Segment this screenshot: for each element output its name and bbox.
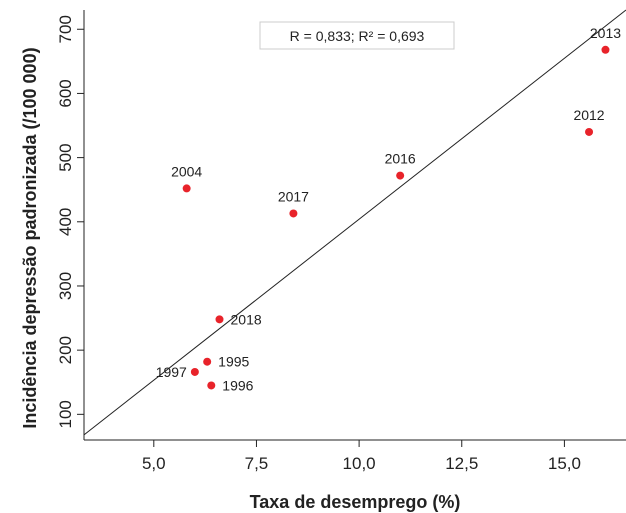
data-point [601,45,610,54]
data-point [396,171,405,180]
regression-line [83,9,626,436]
point-label: 1995 [218,354,249,370]
data-point [289,209,298,218]
y-tick-label: 600 [56,79,75,107]
data-point [215,315,224,324]
x-tick-label: 15,0 [548,454,581,473]
data-point [207,381,216,390]
data-point [182,184,191,193]
point-label: 1997 [156,364,187,380]
point-label: 2017 [278,188,309,204]
x-axis-title: Taxa de desemprego (%) [250,492,461,512]
data-point [190,367,199,376]
y-tick-label: 300 [56,272,75,300]
point-label: 2013 [590,25,621,41]
y-tick-label: 500 [56,143,75,171]
stats-box [259,21,455,50]
y-tick-label: 400 [56,208,75,236]
x-tick-label: 5,0 [142,454,166,473]
point-label: 2004 [171,163,202,179]
x-tick-label: 12,5 [445,454,478,473]
point-label: 2018 [231,311,262,327]
point-label: 1996 [222,377,253,393]
data-point [203,357,212,366]
stats-annotation: R = 0,833; R² = 0,693 [290,28,425,44]
y-tick-label: 200 [56,336,75,364]
point-label: 2016 [385,151,416,167]
y-axis-title: Incidência depressão padronizada (/100 0… [20,47,40,428]
data-point [585,127,594,136]
x-tick-label: 10,0 [343,454,376,473]
x-tick-label: 7,5 [245,454,269,473]
y-tick-label: 700 [56,15,75,43]
point-label: 2012 [573,107,604,123]
plot-area: 5,0 7,5 10,0 12,5 15,0 100 200 300 400 500 600 700 1… [56,9,626,473]
y-tick-label: 100 [56,400,75,428]
